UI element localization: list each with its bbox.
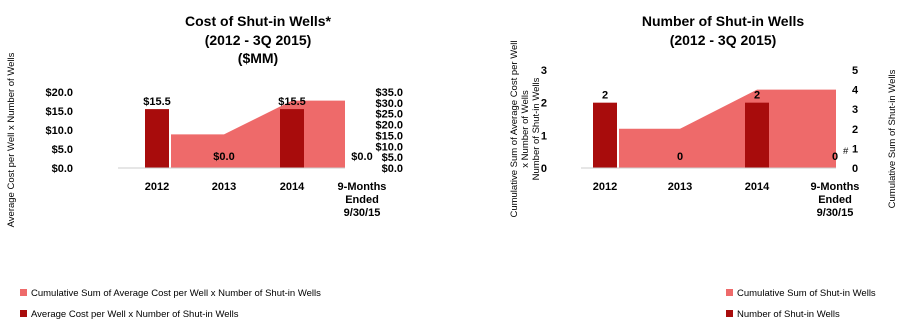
category-label: 9-Months bbox=[811, 181, 860, 193]
category-label: 9/30/15 bbox=[817, 207, 854, 219]
category-label: 2014 bbox=[745, 181, 770, 193]
left-axis-tick-label: 3 bbox=[541, 65, 547, 77]
chart-title-line: Number of Shut-in Wells bbox=[642, 13, 805, 29]
bar-data-label: $15.5 bbox=[143, 96, 171, 108]
right-axis-title: Cumulative Sum of Shut-in Wells bbox=[887, 69, 898, 208]
bar-data-label: $0.0 bbox=[351, 151, 372, 163]
bar-data-label: $0.0 bbox=[213, 151, 234, 163]
right-axis-tick-label: $10.0 bbox=[375, 141, 403, 153]
right-axis-tick-label: 3 bbox=[852, 104, 858, 116]
legend-swatch bbox=[20, 289, 27, 296]
left-axis-title-line: Number of Shut-in Wells bbox=[531, 77, 542, 180]
legend-entry: Average Cost per Well x Number of Shut-i… bbox=[31, 309, 239, 320]
left-axis-tick-label: $0.0 bbox=[52, 163, 73, 175]
right-axis-tick-label: 5 bbox=[852, 65, 858, 77]
left-axis-title-line: Cumulative Sum of Average Cost per Well bbox=[509, 40, 520, 217]
chart-title-line: Cost of Shut-in Wells* bbox=[185, 13, 332, 29]
bar-3 bbox=[280, 109, 304, 168]
chart-2: Number of Shut-in Wells (2012 - 3Q 2015) 0… bbox=[509, 13, 898, 320]
area-series-0 bbox=[171, 101, 345, 168]
area-series-0 bbox=[619, 90, 836, 168]
data-label-footnote: # bbox=[843, 146, 849, 157]
bar-data-label: 0 bbox=[677, 151, 683, 163]
bar-1 bbox=[593, 103, 617, 168]
left-axis-tick-label: $10.0 bbox=[45, 125, 73, 137]
bar-data-label: $15.5 bbox=[278, 96, 306, 108]
chart-title-line: (2012 - 3Q 2015) bbox=[670, 32, 777, 48]
left-axis-tick-label: $5.0 bbox=[52, 144, 73, 156]
right-axis-tick-label: 1 bbox=[852, 143, 858, 155]
legend-entry: Cumulative Sum of Average Cost per Well … bbox=[31, 288, 321, 299]
right-axis-tick-label: 4 bbox=[852, 85, 859, 97]
legend-entry: Number of Shut-in Wells bbox=[737, 309, 840, 320]
legend-swatch bbox=[726, 289, 733, 296]
category-label: 2013 bbox=[212, 181, 236, 193]
bar-data-label: 2 bbox=[602, 90, 608, 102]
category-label: Ended bbox=[345, 194, 379, 206]
left-axis-title: Average Cost per Well x Number of Wells bbox=[6, 52, 17, 227]
category-label: 2013 bbox=[668, 181, 692, 193]
chart-title-line: (2012 - 3Q 2015) bbox=[205, 32, 312, 48]
legend-entry: Cumulative Sum of Shut-in Wells bbox=[737, 288, 876, 299]
legend-swatch bbox=[726, 310, 733, 317]
right-axis-tick-label: $25.0 bbox=[375, 109, 403, 121]
category-label: 2012 bbox=[145, 181, 169, 193]
left-axis-tick-label: $15.0 bbox=[45, 106, 73, 118]
right-axis-tick-label: 0 bbox=[852, 163, 858, 175]
right-axis-tick-label: $30.0 bbox=[375, 98, 403, 110]
left-axis-tick-label: $20.0 bbox=[45, 87, 73, 99]
right-axis-tick-label: 2 bbox=[852, 124, 858, 136]
legend-swatch bbox=[20, 310, 27, 317]
left-axis-title-line: x Number of Wells bbox=[520, 90, 531, 168]
right-axis-tick-label: $0.0 bbox=[382, 163, 403, 175]
right-axis-tick-label: $15.0 bbox=[375, 130, 403, 142]
chart-title-line: ($MM) bbox=[238, 50, 278, 66]
right-axis-tick-label: $35.0 bbox=[375, 87, 403, 99]
category-label: 9-Months bbox=[338, 181, 387, 193]
bar-1 bbox=[145, 109, 169, 168]
category-label: Ended bbox=[818, 194, 852, 206]
bar-data-label: 0 bbox=[832, 151, 838, 163]
category-label: 2014 bbox=[280, 181, 305, 193]
right-axis-tick-label: $5.0 bbox=[382, 152, 403, 164]
bar-3 bbox=[745, 103, 769, 168]
category-label: 2012 bbox=[593, 181, 617, 193]
chart-1: Cost of Shut-in Wells* (2012 - 3Q 2015) ($… bbox=[6, 13, 403, 320]
right-axis-tick-label: $20.0 bbox=[375, 120, 403, 132]
category-label: 9/30/15 bbox=[344, 207, 381, 219]
bar-data-label: 2 bbox=[754, 90, 760, 102]
